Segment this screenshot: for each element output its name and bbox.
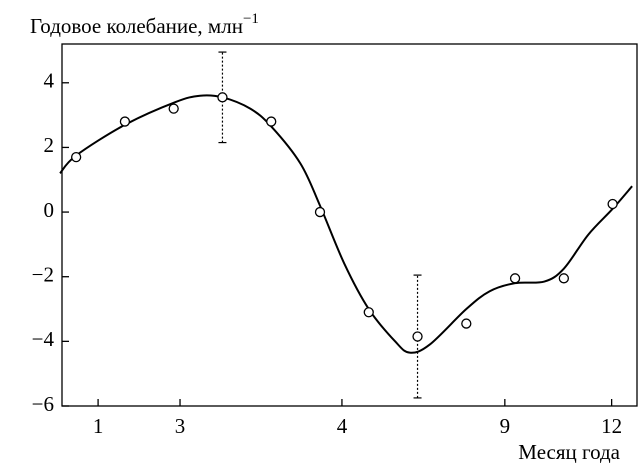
x-tick-label: 3	[175, 414, 186, 438]
data-point	[607, 198, 618, 210]
title-main: Годовое колебание, млн	[30, 14, 243, 38]
data-point	[314, 206, 326, 218]
y-tick-label: −6	[32, 392, 54, 416]
chart-title: Годовое колебание, млн−1	[30, 11, 259, 37]
y-tick-label: 2	[44, 133, 55, 157]
data-point	[266, 116, 277, 127]
data-point	[168, 103, 179, 114]
plot-frame	[61, 43, 638, 407]
x-tick-label: 1	[93, 414, 104, 438]
data-point	[217, 92, 228, 103]
title-superscript: −1	[243, 11, 259, 27]
data-point	[70, 151, 82, 163]
y-tick-label: −4	[32, 327, 55, 351]
data-point	[509, 273, 521, 284]
y-tick-label: 0	[44, 198, 55, 222]
x-tick-label: 12	[601, 414, 622, 438]
data-point	[119, 116, 131, 127]
data-point	[412, 331, 423, 342]
fit-curve	[59, 94, 633, 354]
y-tick-label: −2	[32, 263, 54, 287]
data-point	[363, 307, 374, 318]
data-point	[558, 273, 569, 284]
x-tick-label: 9	[500, 414, 511, 438]
x-tick-label: 4	[337, 414, 348, 438]
y-tick-label: 4	[44, 69, 55, 93]
x-axis-label: Месяц года	[518, 440, 620, 464]
data-point	[461, 318, 472, 329]
